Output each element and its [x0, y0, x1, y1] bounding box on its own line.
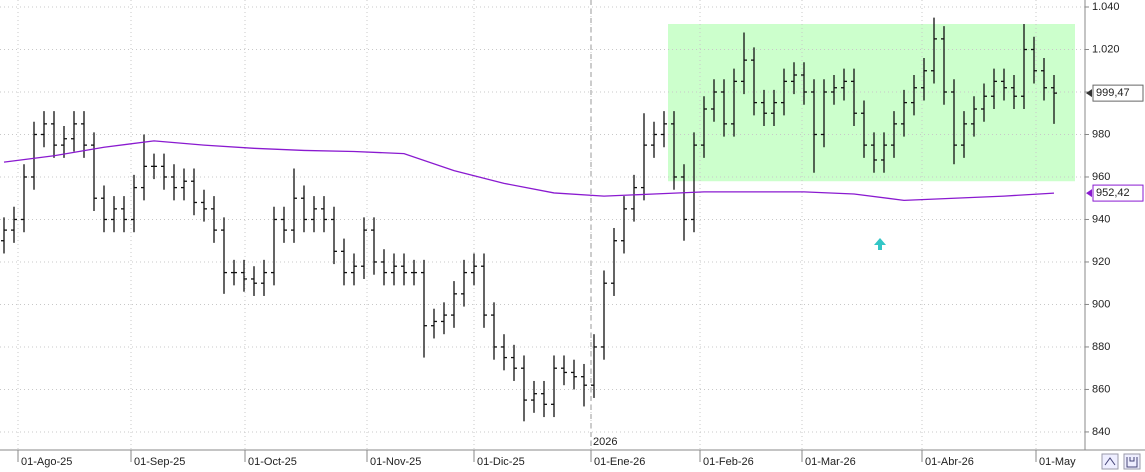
zoom-button[interactable] [1101, 453, 1119, 470]
main-layer [1, 17, 1057, 422]
x-tick-label: 01-Oct-25 [248, 456, 297, 468]
y-tick-label: 1.040 [1092, 1, 1120, 13]
last-price-label: 999,47 [1096, 87, 1130, 99]
x-tick-label: 01-Abr-26 [925, 456, 974, 468]
range-box [668, 24, 1075, 182]
y-tick-label: 940 [1092, 213, 1110, 225]
last-price-pointer [1086, 89, 1092, 98]
y-tick-label: 840 [1092, 426, 1110, 438]
x-tick-label: 01-May [1039, 456, 1076, 468]
x-tick-label: 01-Ene-26 [594, 456, 645, 468]
x-tick-label: 01-Mar-26 [805, 456, 856, 468]
y-tick-label: 1.020 [1092, 43, 1120, 55]
y-tick-label: 880 [1092, 341, 1110, 353]
y-tick-label: 900 [1092, 298, 1110, 310]
x-tick-label: 01-Feb-26 [703, 456, 754, 468]
x-tick-label: 01-Sep-25 [134, 456, 185, 468]
last-price-box [1092, 84, 1144, 102]
x-tick-label: 01-Nov-25 [370, 456, 421, 468]
save-icon [1126, 457, 1138, 468]
signal-arrow [874, 238, 886, 250]
y-tick-label: 980 [1092, 128, 1110, 140]
moving-average [3, 140, 1055, 202]
zoom-icon [1104, 457, 1116, 466]
toolbar[interactable] [1101, 453, 1141, 470]
x-tick-label: 01-Ago-25 [21, 456, 72, 468]
y-tick-label: 920 [1092, 256, 1110, 268]
y-tick-label: 960 [1092, 171, 1110, 183]
x-tick-label: 01-Dic-25 [477, 456, 525, 468]
y-tick-label: 860 [1092, 383, 1110, 395]
ma-value-label: 952,42 [1096, 187, 1130, 199]
ma-pointer [1086, 189, 1092, 198]
ma-value-box [1092, 184, 1144, 202]
year-label: 2026 [593, 436, 617, 448]
